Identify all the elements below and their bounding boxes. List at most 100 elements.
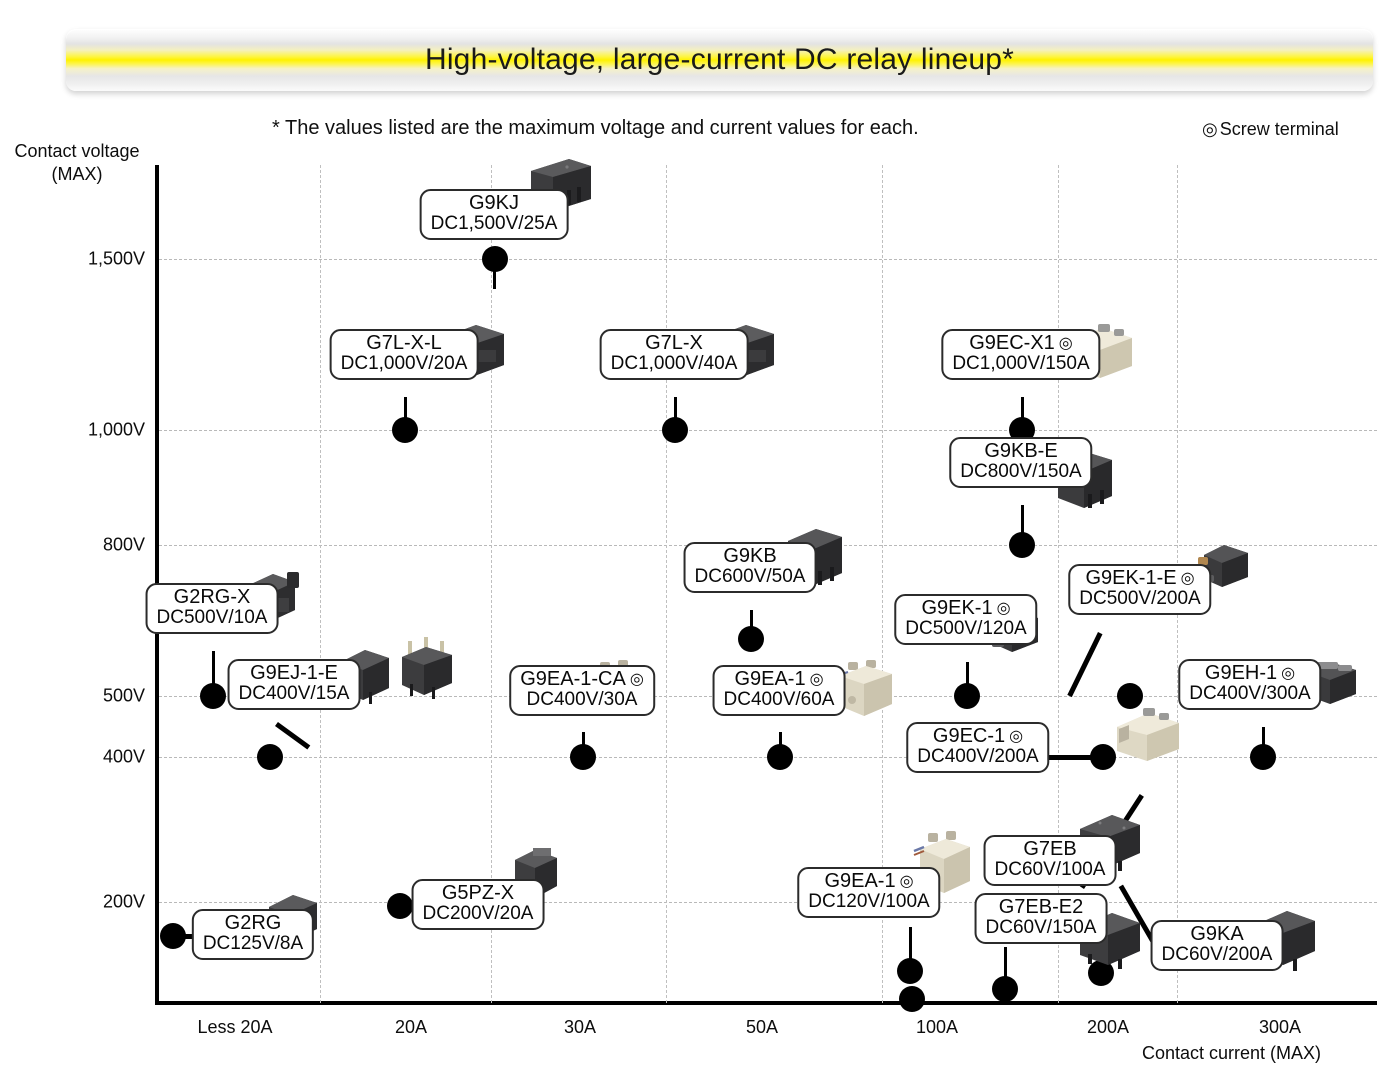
screw-ring-icon: ◎ <box>996 600 1011 617</box>
callout-g9ea-1-120v[interactable]: G9EA-1 ◎ DC120V/100A <box>797 867 941 919</box>
callout-name: G9EC-1 ◎ <box>932 725 1024 747</box>
callout-g9ek-1[interactable]: G9EK-1 ◎ DC500V/120A <box>894 594 1038 646</box>
leader-g9kb-e <box>1021 505 1024 545</box>
callout-name: G9EA-1 ◎ <box>824 870 914 892</box>
callout-spec: DC60V/100A <box>994 859 1106 881</box>
data-point-g7eb[interactable] <box>899 986 925 1012</box>
xtick-less20a: Less 20A <box>197 1017 273 1037</box>
leader-g9ej-1-e <box>275 721 311 750</box>
callout-spec: DC400V/300A <box>1189 683 1311 705</box>
callout-name: G7EB-E2 <box>998 896 1084 918</box>
callout-name: G9KA <box>1190 923 1244 945</box>
callout-name: G7L-X <box>645 332 703 354</box>
ytick-1000v: 1,000V <box>87 419 145 440</box>
callout-spec: DC500V/10A <box>156 607 268 629</box>
ytick-800v: 800V <box>102 534 145 555</box>
x-axis-title: Contact current (MAX) <box>1142 1043 1322 1063</box>
gridline-200a <box>1058 165 1059 1003</box>
data-point-g2rg[interactable] <box>160 923 186 949</box>
callout-spec: DC400V/200A <box>917 746 1039 768</box>
callout-name: G5PZ-X <box>441 882 515 904</box>
leader-g9eh-1 <box>1262 727 1265 757</box>
callout-g2rg-x[interactable]: G2RG-X DC500V/10A <box>145 583 279 635</box>
callout-spec: DC800V/150A <box>960 461 1082 483</box>
data-point-g9kj[interactable] <box>482 246 508 272</box>
callout-spec: DC1,000V/40A <box>610 353 738 375</box>
leader-g9ec-1 <box>1043 755 1103 760</box>
callout-g7eb[interactable]: G7EB DC60V/100A <box>983 835 1117 887</box>
gridline-1000v <box>159 430 1377 431</box>
data-point-g7l-x-l[interactable] <box>392 417 418 443</box>
data-point-g9ek-1[interactable] <box>954 683 980 709</box>
leader-g7l-x <box>674 397 677 430</box>
data-point-g9eh-1[interactable] <box>1250 744 1276 770</box>
data-point-g7eb-e2[interactable] <box>992 976 1018 1002</box>
callout-g9kb-e[interactable]: G9KB-E DC800V/150A <box>949 437 1093 489</box>
screw-ring-icon: ◎ <box>1009 728 1024 745</box>
data-point-g9ea-1[interactable] <box>767 744 793 770</box>
callout-g9ea-1[interactable]: G9EA-1 ◎ DC400V/60A <box>712 665 846 717</box>
ytick-400v: 400V <box>102 746 145 767</box>
leader-g9ek-1-e <box>1067 632 1103 698</box>
callout-name: G9EK-1 ◎ <box>921 597 1011 619</box>
callout-spec: DC1,000V/20A <box>340 353 468 375</box>
callout-g9ej-1-e[interactable]: G9EJ-1-E DC400V/15A <box>227 659 361 711</box>
callout-g9ea-1-ca[interactable]: G9EA-1-CA ◎ DC400V/30A <box>509 665 655 717</box>
gridline-100a <box>882 165 883 1003</box>
callout-spec: DC1,500V/25A <box>430 213 558 235</box>
title-banner: High-voltage, large-current DC relay lin… <box>66 29 1373 91</box>
xtick-20a: 20A <box>394 1017 428 1037</box>
xtick-50a: 50A <box>745 1017 779 1037</box>
screw-ring-icon: ◎ <box>1202 119 1218 139</box>
data-point-g9ka[interactable] <box>1088 960 1114 986</box>
relay-image-g9ec-1 <box>1109 705 1185 765</box>
callout-g9kb[interactable]: G9KB DC600V/50A <box>683 542 817 594</box>
callout-g9ec-1[interactable]: G9EC-1 ◎ DC400V/200A <box>906 722 1050 774</box>
screw-ring-icon: ◎ <box>809 671 824 688</box>
gridline-30a <box>491 165 492 1003</box>
callout-spec: DC125V/8A <box>202 933 304 955</box>
callout-g5pz-x[interactable]: G5PZ-X DC200V/20A <box>411 879 545 931</box>
data-point-g9kb-e[interactable] <box>1009 532 1035 558</box>
callout-name: G9EH-1 ◎ <box>1204 662 1296 684</box>
data-point-g9ec-1[interactable] <box>1090 744 1116 770</box>
relay-image-g9ej-1-e-b <box>394 631 460 703</box>
screw-ring-icon: ◎ <box>1281 665 1296 682</box>
callout-spec: DC500V/120A <box>905 618 1027 640</box>
gridline-50a <box>666 165 667 1003</box>
callout-g7eb-e2[interactable]: G7EB-E2 DC60V/150A <box>974 893 1108 945</box>
callout-name: G2RG <box>224 912 282 934</box>
data-point-g9ea-1-120v[interactable] <box>897 958 923 984</box>
data-point-g9ek-1-e[interactable] <box>1117 683 1143 709</box>
data-point-g9ea-1-ca[interactable] <box>570 744 596 770</box>
callout-g9ka[interactable]: G9KA DC60V/200A <box>1150 920 1284 972</box>
screw-ring-icon: ◎ <box>1058 335 1073 352</box>
xtick-30a: 30A <box>563 1017 597 1037</box>
x-axis-line <box>155 1001 1377 1005</box>
data-point-g7l-x[interactable] <box>662 417 688 443</box>
callout-g9eh-1[interactable]: G9EH-1 ◎ DC400V/300A <box>1178 659 1322 711</box>
data-point-g9kb[interactable] <box>738 626 764 652</box>
callout-g7l-x[interactable]: G7L-X DC1,000V/40A <box>599 329 749 381</box>
data-point-g5pz-x[interactable] <box>387 893 413 919</box>
callout-name: G9KB-E <box>984 440 1058 462</box>
screw-ring-icon: ◎ <box>629 671 644 688</box>
callout-g9ek-1-e[interactable]: G9EK-1-E ◎ DC500V/200A <box>1068 564 1212 616</box>
callout-g2rg[interactable]: G2RG DC125V/8A <box>191 909 315 961</box>
callout-spec: DC120V/100A <box>808 891 930 913</box>
leader-g7eb-e2 <box>1004 947 1007 989</box>
callout-g9kj[interactable]: G9KJ DC1,500V/25A <box>419 189 569 241</box>
callout-spec: DC400V/15A <box>238 683 350 705</box>
ytick-1500v: 1,500V <box>87 248 145 269</box>
callout-g7l-x-l[interactable]: G7L-X-L DC1,000V/20A <box>329 329 479 381</box>
screw-ring-icon: ◎ <box>1180 570 1195 587</box>
leader-g2rg-x <box>212 651 215 696</box>
screw-terminal-legend: ◎ Screw terminal <box>1202 119 1339 140</box>
callout-g9ec-x1[interactable]: G9EC-X1 ◎ DC1,000V/150A <box>941 329 1101 381</box>
data-point-g2rg-x[interactable] <box>200 683 226 709</box>
data-point-g9ej-1-e[interactable] <box>257 744 283 770</box>
leader-g9ec-x1 <box>1021 397 1024 430</box>
callout-spec: DC200V/20A <box>422 903 534 925</box>
callout-name: G9EA-1 ◎ <box>734 668 824 690</box>
